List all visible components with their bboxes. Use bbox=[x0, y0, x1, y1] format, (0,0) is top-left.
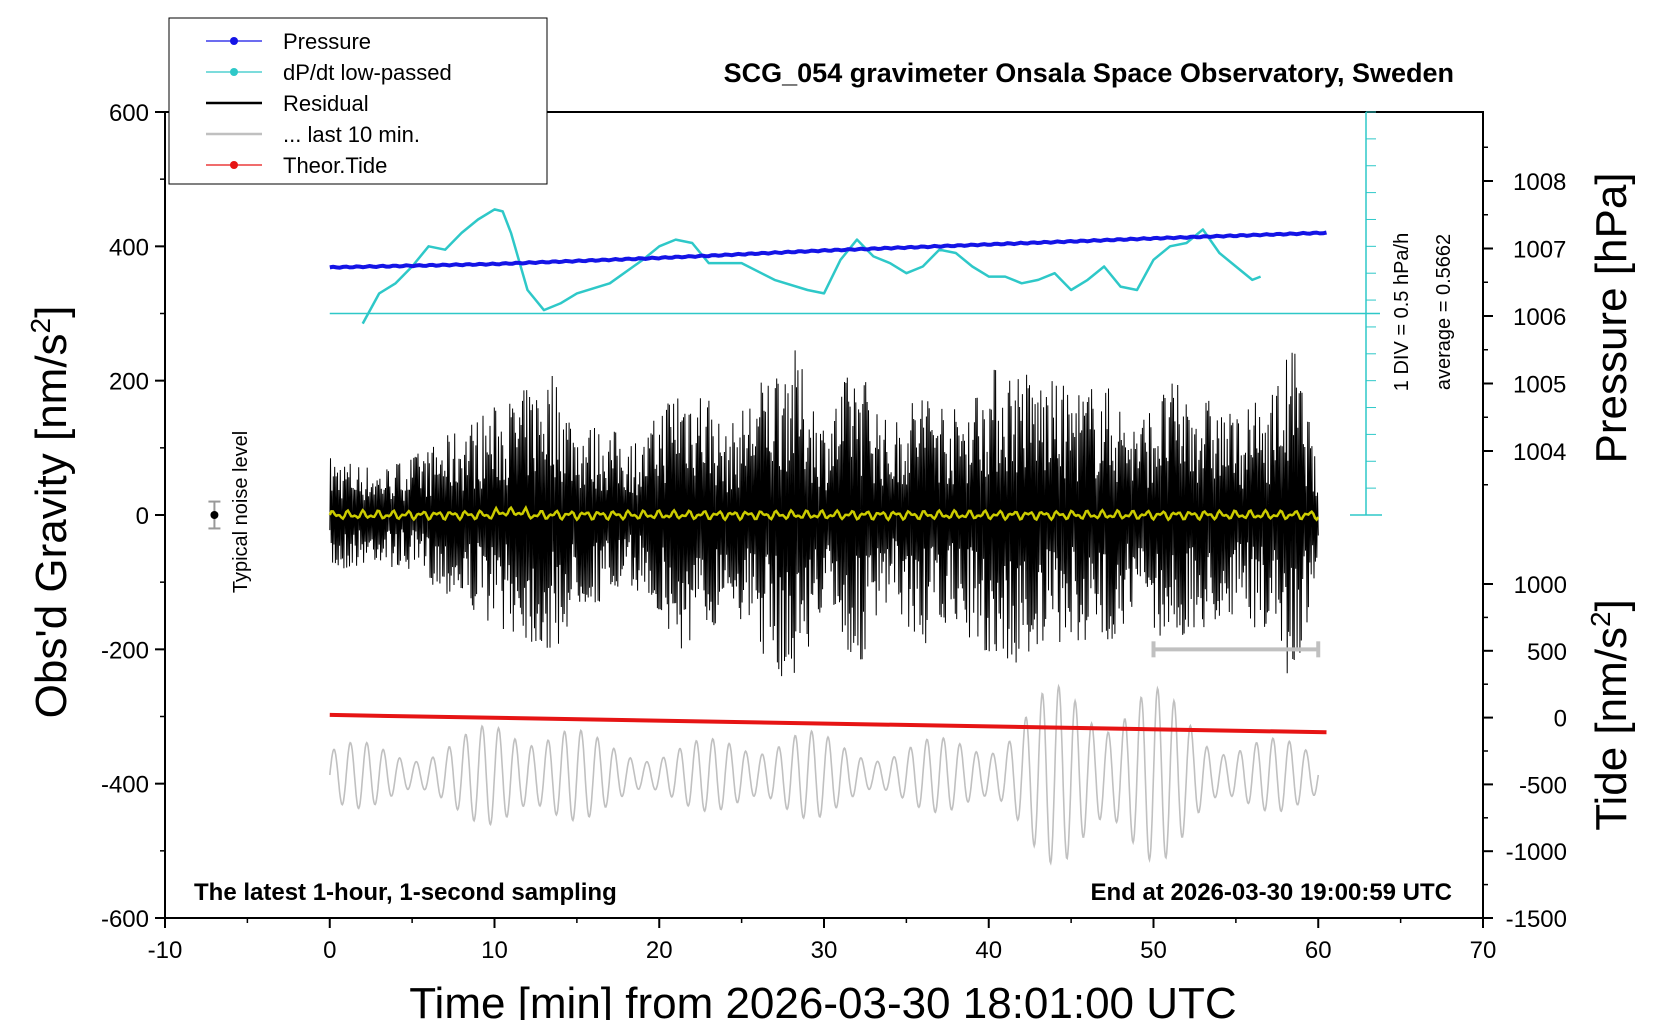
x-tick-label: -10 bbox=[148, 937, 183, 964]
legend: Pressure dP/dt low-passed Residual ... last… bbox=[168, 17, 548, 185]
pressure-series bbox=[329, 230, 1327, 270]
legend-label: Pressure bbox=[283, 29, 371, 54]
y-tide-tick-label: 1000 bbox=[1514, 572, 1567, 599]
legend-box bbox=[168, 17, 548, 185]
legend-label: Residual bbox=[283, 91, 369, 116]
y-left-tick-label: 600 bbox=[109, 100, 149, 127]
noise-level-label: Typical noise level bbox=[230, 431, 252, 593]
footer-left: The latest 1-hour, 1-second sampling bbox=[194, 879, 617, 906]
y-tide-tick-label: -500 bbox=[1519, 772, 1567, 799]
y-tide-tick-label: 500 bbox=[1527, 639, 1567, 666]
y-left-tick-label: -200 bbox=[101, 637, 149, 664]
y-pressure-tick-label: 1004 bbox=[1513, 439, 1566, 466]
x-tick-label: 60 bbox=[1305, 937, 1332, 964]
theor-tide-series bbox=[329, 712, 1327, 735]
y-pressure-tick-label: 1007 bbox=[1513, 237, 1566, 264]
y-pressure-tick-label: 1008 bbox=[1513, 169, 1566, 196]
y-pressure-tick-label: 1006 bbox=[1513, 304, 1566, 331]
chart-title: SCG_054 gravimeter Onsala Space Observat… bbox=[724, 58, 1454, 88]
x-tick-label: 70 bbox=[1470, 937, 1497, 964]
legend-swatch-dot bbox=[230, 161, 238, 169]
x-tick-label: 30 bbox=[811, 937, 838, 964]
y-left-tick-label: -600 bbox=[101, 906, 149, 933]
annotation-marks bbox=[208, 500, 1321, 658]
y-tide-tick-label: -1000 bbox=[1506, 839, 1567, 866]
x-tick-label: 10 bbox=[481, 937, 508, 964]
x-tick-label: 20 bbox=[646, 937, 673, 964]
x-tick-label: 0 bbox=[323, 937, 336, 964]
residual-smoothed-series bbox=[328, 505, 1320, 522]
y-axis-label-tide: Tide [nm/s2] bbox=[1585, 599, 1636, 831]
legend-label: dP/dt low-passed bbox=[283, 60, 452, 85]
y-left-tick-label: 400 bbox=[109, 234, 149, 261]
dpdt-average-label: average = 0.5662 bbox=[1433, 234, 1455, 390]
last-10-min-line bbox=[329, 683, 1320, 866]
dpdt-line bbox=[361, 208, 1262, 325]
noise-point bbox=[210, 511, 219, 519]
y-left-tick-label: -400 bbox=[101, 772, 149, 799]
residual-smoothed-line bbox=[328, 505, 1320, 522]
pressure-line bbox=[329, 230, 1327, 270]
footer-right: End at 2026-03-30 19:00:59 UTC bbox=[1091, 879, 1453, 906]
y-tide-tick-label: 0 bbox=[1554, 706, 1567, 733]
legend-swatch-dot bbox=[230, 68, 238, 76]
legend-label: ... last 10 min. bbox=[283, 122, 420, 147]
y-pressure-tick-label: 1005 bbox=[1513, 372, 1566, 399]
x-axis-label: Time [min] from 2026-03-30 18:01:00 UTC bbox=[409, 979, 1236, 1020]
legend-swatch-dot bbox=[230, 37, 238, 45]
legend-label: Theor.Tide bbox=[283, 153, 387, 178]
y-axis-label-pressure: Pressure [hPa] bbox=[1587, 172, 1636, 463]
x-tick-label: 40 bbox=[975, 937, 1002, 964]
theor-tide-line bbox=[329, 712, 1327, 735]
axes: -10 0 10 20 30 40 50 60 70 600 400 200 0 -200 -400 -600… bbox=[101, 100, 1567, 964]
last-10-min-series bbox=[329, 683, 1320, 866]
residual-line bbox=[329, 350, 1319, 677]
y-tide-tick-label: -1500 bbox=[1506, 906, 1567, 933]
y-left-tick-label: 0 bbox=[136, 503, 149, 530]
residual-series bbox=[329, 350, 1319, 677]
x-tick-label: 50 bbox=[1140, 937, 1167, 964]
dpdt-div-label: 1 DIV = 0.5 hPa/h bbox=[1391, 233, 1413, 391]
y-axis-label-left: Obs'd Gravity [nm/s2] bbox=[25, 306, 76, 719]
y-left-tick-label: 200 bbox=[109, 369, 149, 396]
